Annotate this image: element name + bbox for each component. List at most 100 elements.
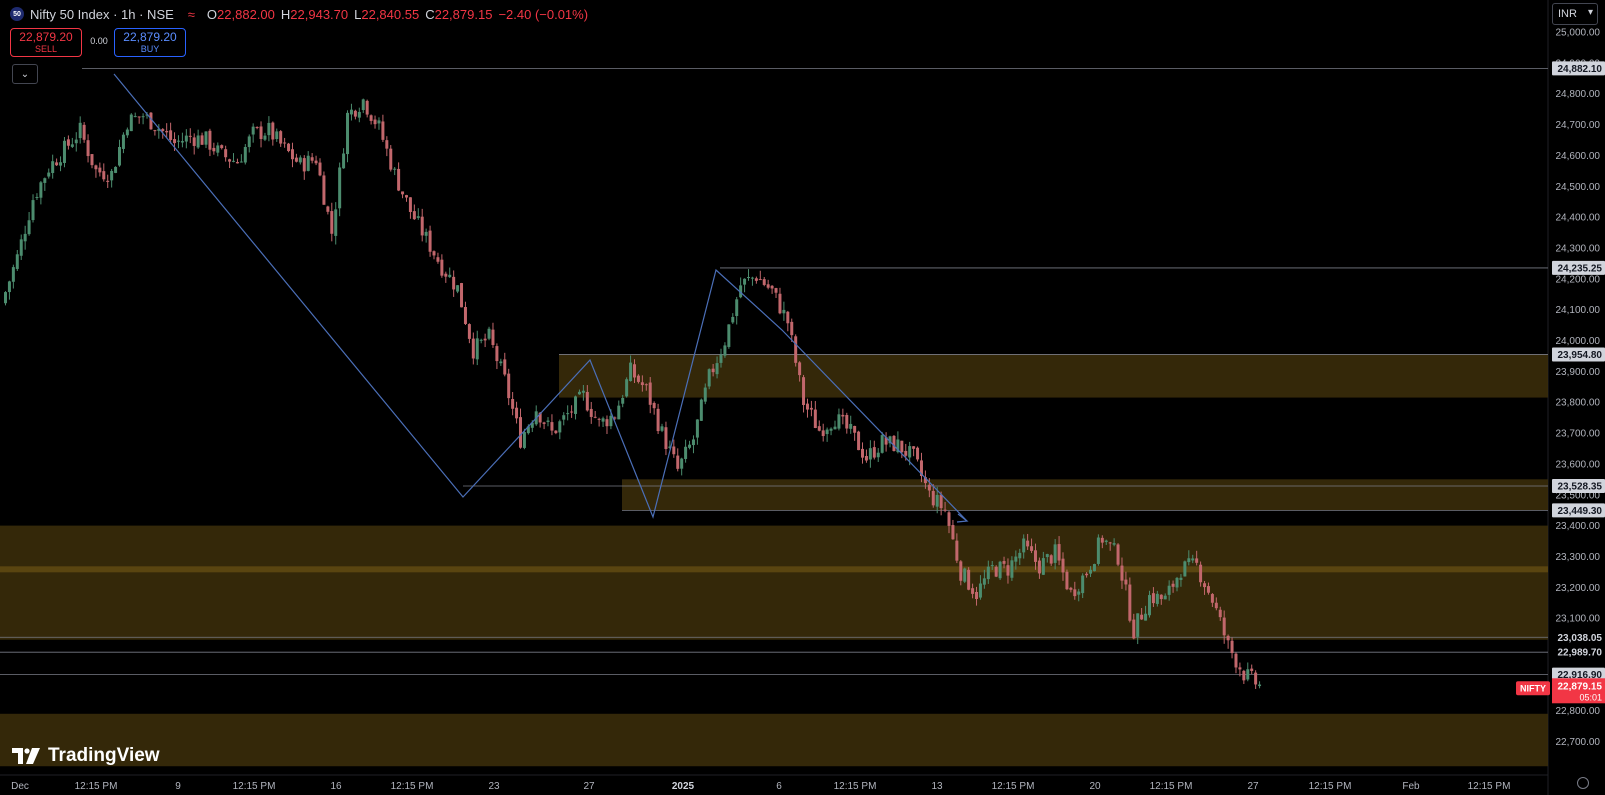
candle-body [436,257,440,262]
candle-body [558,421,562,433]
candle [192,133,196,155]
trend-drawings[interactable] [113,73,969,523]
candle-body [550,422,554,431]
candle [1206,582,1210,595]
candle-body [149,112,153,130]
candle-body [23,233,27,242]
candle-body [1250,668,1254,671]
candle [149,112,153,130]
candle-body [668,446,672,448]
candle [621,394,625,408]
candle-body [648,382,652,405]
time-tick-label: 6 [776,781,782,792]
currency-select[interactable]: INR [1552,3,1598,25]
candle-body [994,566,998,577]
candle-body [279,131,283,144]
candle [817,420,821,432]
tradingview-logo-icon [12,748,40,764]
price-level-label-bg [1552,260,1605,275]
candle [1002,556,1006,569]
candle [169,122,173,144]
candle [31,194,35,223]
candle-body [1006,565,1010,576]
candle-body [1065,571,1069,590]
candle-body [963,568,967,582]
candle-body [1159,594,1163,600]
sell-button[interactable]: 22,879.20 SELL [10,28,82,57]
candle [511,392,515,416]
candle-body [228,159,232,162]
candle [978,575,982,600]
candle [711,363,715,377]
candle [739,277,743,299]
candle [1026,533,1030,550]
tradingview-logo: TradingView [12,745,160,767]
candle [1226,634,1230,649]
candle [255,126,259,130]
candle-body [845,414,849,429]
collapse-legend-button[interactable]: ⌄ [12,64,38,84]
candle-body [298,157,302,163]
candle-body [1144,613,1148,621]
candle [841,408,845,425]
candle [754,276,758,284]
price-level-label: 23,038.05 [1552,630,1605,645]
candle-body [404,195,408,198]
candle-body [424,231,428,236]
candle-body [1037,560,1041,574]
candle [271,121,275,146]
spread-value: 0.00 [90,36,108,46]
candle-body [1147,595,1151,616]
candle-body [597,418,601,420]
candle [1057,536,1061,566]
candle-body [330,211,334,234]
candle [133,112,137,118]
candle [589,401,593,424]
candle-body [1210,594,1214,603]
candle [294,153,298,163]
time-tick-label: Dec [11,781,29,792]
price-level-label-bg [1552,503,1605,518]
candle [1191,554,1195,564]
candle-body [43,178,47,183]
candle [802,374,806,413]
supply-demand-zone [559,354,1548,398]
settings-gear-icon[interactable] [1577,777,1589,789]
price-tick-label: 24,800.00 [1556,89,1601,100]
candle [613,416,617,420]
candle [625,377,629,398]
candle [798,361,802,382]
symbol-icon: 50 [10,7,24,21]
candle-body [617,405,621,420]
price-tick-label: 24,600.00 [1556,151,1601,162]
candle [1041,551,1045,575]
ohlc-low-value: 22,840.55 [361,6,420,22]
candle-body [220,145,224,149]
candle-body [243,147,247,163]
candle [691,435,695,454]
candle-body [857,431,861,451]
candle-body [975,591,979,600]
wave-icon[interactable]: ≈ [187,6,195,22]
candle-body [294,157,298,162]
candle [322,171,326,205]
candle [1120,557,1124,589]
candle-body [393,168,397,170]
candle-body [794,336,798,363]
candle [943,501,947,513]
candle-body [990,565,994,567]
time-tick-label: 12:15 PM [1468,781,1511,792]
candle-body [546,420,550,422]
price-labels: 24,882.10 24,235.25 23,954.80 23,528.35 23,4… [1516,61,1605,704]
buy-button[interactable]: 22,879.20 BUY [114,28,186,57]
symbol-title[interactable]: Nifty 50 Index · 1h · NSE [30,6,174,22]
candle [1218,606,1222,621]
candle-body [318,162,322,176]
candle-body [141,116,145,118]
candle-body [1171,583,1175,587]
candle-body [518,417,522,448]
candle [786,310,790,332]
candle [239,154,243,163]
candle [440,254,444,278]
